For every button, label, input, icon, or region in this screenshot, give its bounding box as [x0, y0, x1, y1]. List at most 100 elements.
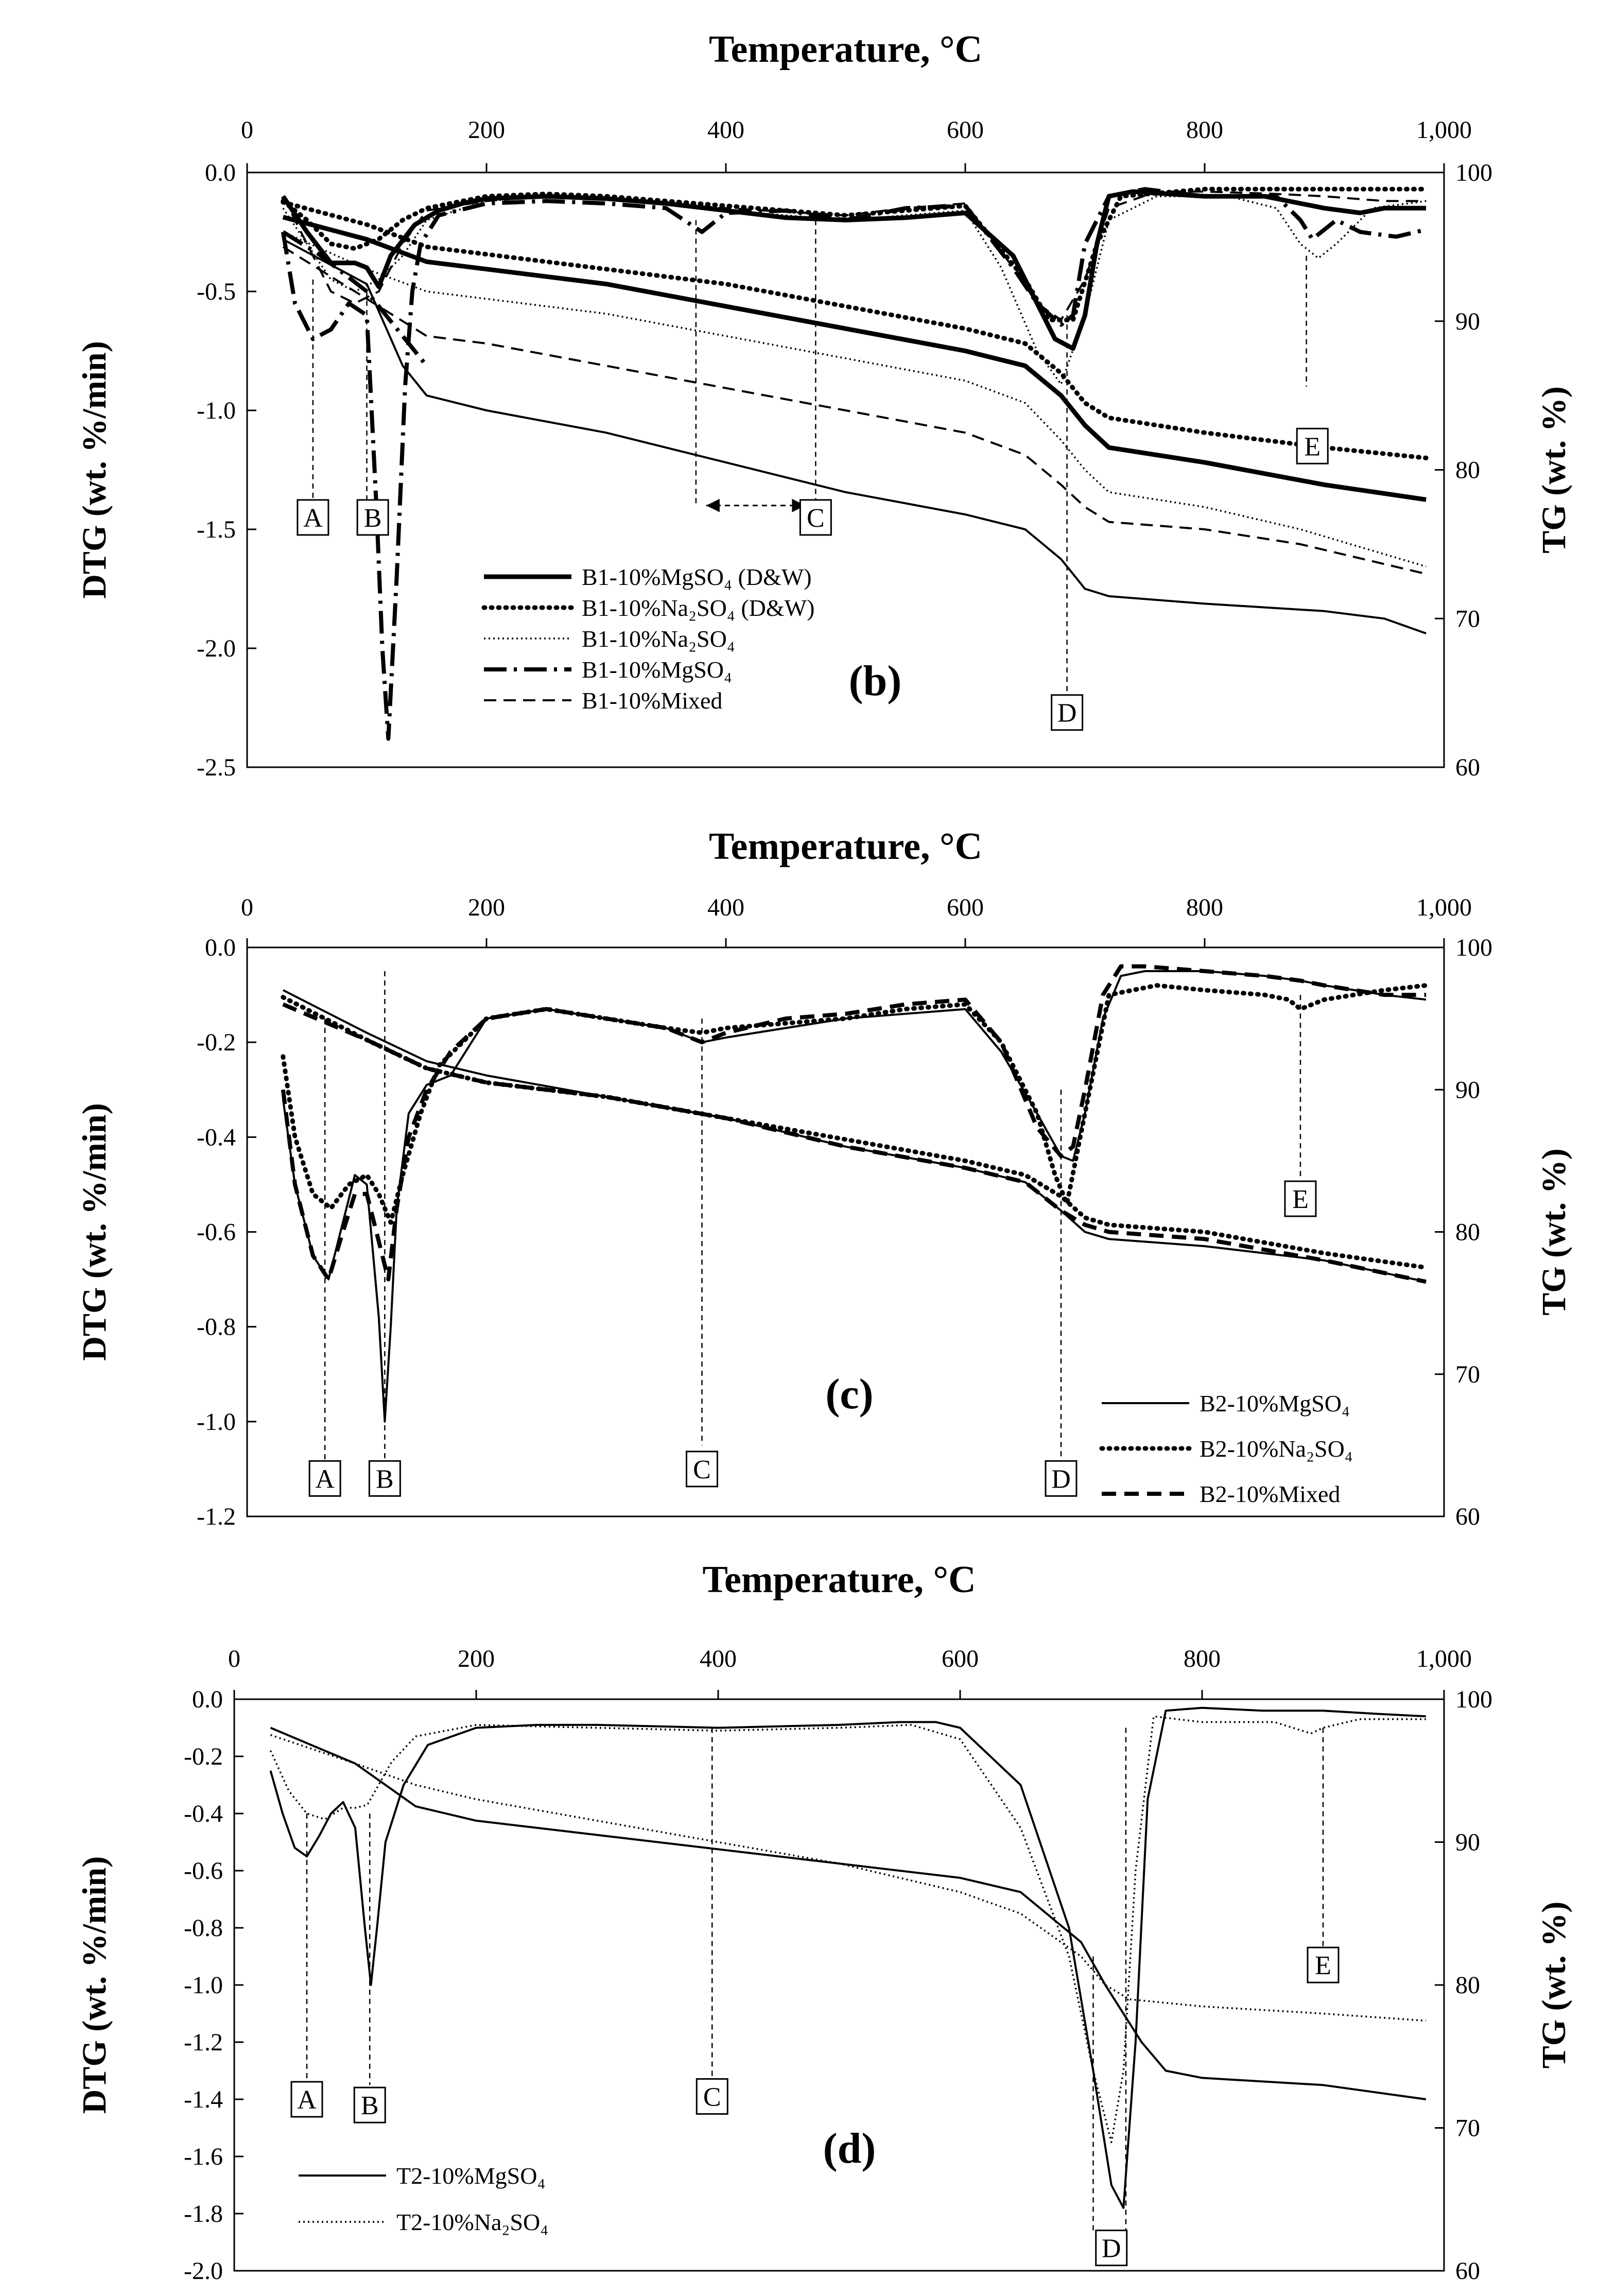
x-tick-label: 1,000	[1416, 116, 1472, 144]
legend-label: B2-10%MgSO₄	[1200, 1390, 1350, 1417]
x-axis-title: Temperature, °C	[709, 825, 982, 868]
series-dtg-b2-10-mixed	[281, 964, 1427, 1282]
x-tick-label: 0	[241, 894, 253, 921]
x-tick-label: 400	[700, 1645, 737, 1672]
series-tg-b1-10-mgso	[282, 230, 428, 367]
x-tick-label: 800	[1184, 1645, 1221, 1672]
legend-label: T2-10%MgSO₄	[396, 2163, 545, 2189]
annotation-label-e: E	[1315, 1951, 1331, 1980]
x-tick-label: 200	[468, 116, 505, 144]
range-arrow-head-right	[792, 498, 806, 512]
annotation-box	[1296, 427, 1329, 464]
y2-tick-label: 70	[1455, 2115, 1480, 2142]
y-axis-title-right: TG (wt. %)	[1535, 1148, 1573, 1315]
series-tg-b1-10-na-so-d-w	[281, 200, 1429, 460]
y-axis-title-right: TG (wt. %)	[1535, 386, 1573, 553]
y2-tick-label: 70	[1455, 605, 1480, 632]
series-tg-b1-10-mgso	[282, 238, 1427, 634]
legend-label: B1-10%Na₂SO₄	[582, 626, 735, 652]
chart-panel-d: Temperature, °C DTG (wt. %/min) TG (wt. %)…	[76, 1559, 1573, 2285]
annotation-box	[1284, 1180, 1317, 1217]
y-tick-label: -0.4	[197, 1124, 236, 1151]
x-tick-label: 800	[1186, 894, 1223, 921]
y2-tick-label: 90	[1455, 308, 1480, 335]
x-axis-title: Temperature, °C	[709, 28, 982, 71]
x-tick-label: 1,000	[1416, 1645, 1472, 1672]
x-tick-label: 0	[228, 1645, 240, 1672]
legend-label: B1-10%Mixed	[582, 687, 722, 714]
y-tick-label: -0.5	[197, 278, 236, 305]
annotation-label-d: D	[1051, 1464, 1071, 1494]
y2-tick-label: 80	[1455, 1972, 1480, 1999]
y-tick-label: 0.0	[205, 934, 236, 961]
y-tick-label: -1.2	[197, 1503, 236, 1530]
legend-label: T2-10%Na₂SO₄	[396, 2209, 548, 2235]
annotation-box	[308, 1460, 341, 1497]
x-tick-label: 400	[707, 894, 744, 921]
y-tick-label: -0.6	[197, 1219, 236, 1246]
series-dtg-b1-10-mgso	[281, 187, 1427, 741]
y-axis-title-right: TG (wt. %)	[1535, 1902, 1573, 2068]
annotation-label-b: B	[364, 504, 382, 533]
x-tick-label: 0	[241, 116, 253, 144]
x-axis-title: Temperature, °C	[702, 1559, 976, 1601]
y-tick-label: 0.0	[192, 1686, 223, 1713]
y2-tick-label: 90	[1455, 1829, 1480, 1856]
chart-panel-c: Temperature, °C DTG (wt. %/min) TG (wt. %)…	[76, 825, 1573, 1530]
y2-tick-label: 60	[1455, 2257, 1480, 2285]
y-axis-title-left: DTG (wt. %/min)	[76, 1856, 113, 2114]
panel-label: (d)	[823, 2125, 876, 2172]
y-tick-label: -2.0	[197, 635, 236, 662]
annotation-box	[696, 2078, 728, 2115]
annotation-box	[368, 1460, 401, 1497]
y-tick-label: -1.4	[184, 2086, 223, 2113]
y2-tick-label: 80	[1455, 1219, 1480, 1246]
x-tick-label: 1,000	[1416, 894, 1472, 921]
y-tick-label: -2.5	[197, 754, 236, 781]
annotation-box	[1045, 1460, 1077, 1497]
y-tick-label: -1.5	[197, 516, 236, 543]
series-group	[269, 1706, 1427, 2209]
y-tick-label: 0.0	[205, 159, 236, 186]
annotation-label-e: E	[1292, 1185, 1309, 1214]
y-tick-label: -0.2	[184, 1743, 223, 1770]
y2-tick-label: 90	[1455, 1076, 1480, 1103]
series-group	[281, 186, 1429, 741]
y-axis-title-left: DTG (wt. %/min)	[76, 1103, 113, 1360]
series-tg-b2-10-na-so	[281, 995, 1429, 1270]
annotation-label-c: C	[807, 504, 825, 533]
x-tick-label: 600	[942, 1645, 979, 1672]
x-tick-label: 200	[458, 1645, 495, 1672]
series-dtg-t2-10-mgso	[269, 1706, 1426, 2209]
annotation-label-a: A	[315, 1464, 335, 1494]
annotation-label-a: A	[303, 504, 323, 533]
y-tick-label: -1.0	[197, 1408, 236, 1436]
y-tick-label: -0.4	[184, 1800, 223, 1827]
y-tick-label: -1.6	[184, 2143, 223, 2170]
y-tick-label: -0.6	[184, 1857, 223, 1885]
legend-label: B1-10%Na₂SO₄ (D&W)	[582, 595, 814, 621]
annotation-box	[1307, 1946, 1340, 1983]
annotation-label-b: B	[376, 1464, 394, 1494]
annotation-box	[686, 1451, 718, 1488]
legend-label: B2-10%Na₂SO₄	[1200, 1436, 1353, 1462]
annotation-label-d: D	[1102, 2234, 1121, 2264]
y2-tick-label: 70	[1455, 1361, 1480, 1388]
y-tick-label: -1.0	[197, 397, 236, 424]
y-tick-label: -2.0	[184, 2257, 223, 2285]
y-tick-label: -0.8	[197, 1314, 236, 1341]
y-axis-title-left: DTG (wt. %/min)	[76, 341, 113, 598]
series-tg-b1-10-mgso-d-w	[282, 215, 1427, 502]
y2-tick-label: 60	[1455, 1503, 1480, 1530]
range-arrow-head-left	[706, 498, 720, 512]
y-tick-label: -0.8	[184, 1914, 223, 1942]
y2-tick-label: 100	[1455, 1686, 1492, 1713]
y-tick-label: -1.8	[184, 2200, 223, 2228]
x-tick-label: 800	[1186, 116, 1223, 144]
annotation-box	[1095, 2230, 1128, 2267]
annotation-label-d: D	[1057, 699, 1077, 728]
annotation-box	[353, 2086, 386, 2124]
y-tick-label: -0.2	[197, 1029, 236, 1056]
